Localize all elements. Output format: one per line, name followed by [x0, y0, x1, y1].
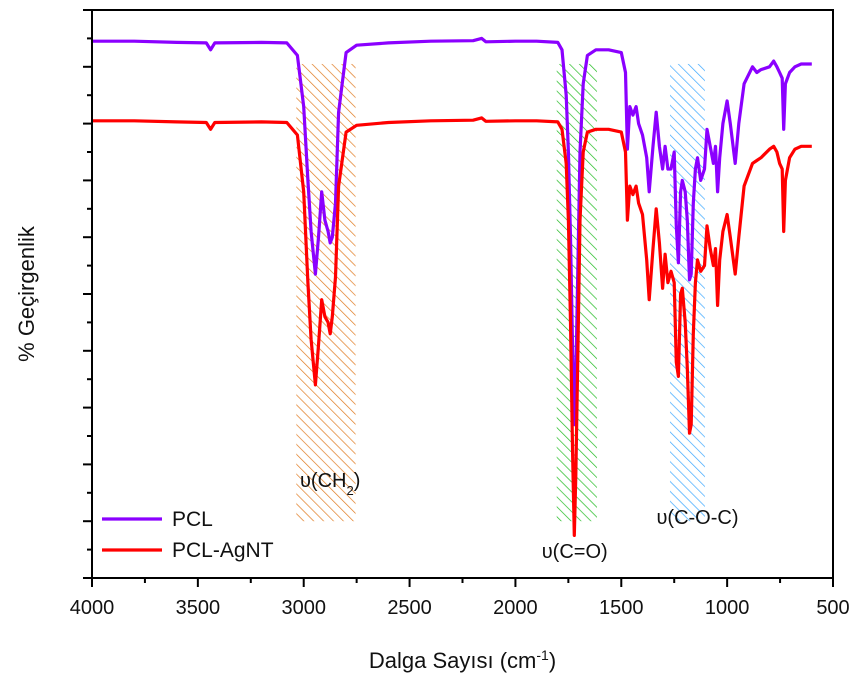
- band-labels: υ(CH2) υ(C=O) υ(C-O-C): [300, 470, 739, 563]
- y-axis-label: % Geçirgenlik: [14, 225, 39, 362]
- legend-label: PCL: [172, 508, 213, 531]
- legend: PCL PCL-AgNT: [102, 508, 274, 562]
- band-label-text: υ(C=O): [542, 541, 608, 563]
- band-label-text: υ(CH: [300, 470, 346, 492]
- band-label-subscript: 2: [346, 483, 353, 498]
- band-label: υ(C-O-C): [656, 507, 738, 529]
- axis-ticks: [83, 9, 834, 587]
- band-label: υ(C=O): [542, 541, 608, 563]
- axis-tick-labels: 4000 3500 3000 2500 2000 1500 1000 500: [70, 597, 850, 619]
- band-label-text: υ(C-O-C): [656, 507, 738, 529]
- series-line-pcl: [92, 36, 812, 427]
- x-tick-label: 2500: [387, 597, 432, 619]
- x-tick-label: 4000: [70, 597, 115, 619]
- band-label-text-end: ): [354, 470, 361, 492]
- x-tick-label: 500: [816, 597, 849, 619]
- series-lines: [92, 36, 812, 537]
- plot-frame: [91, 9, 834, 579]
- x-tick-label: 3500: [176, 597, 221, 619]
- x-tick-label: 1000: [705, 597, 750, 619]
- highlight-bands: [296, 63, 705, 522]
- legend-label: PCL-AgNT: [172, 539, 274, 562]
- series-line-pcl-agnt: [92, 116, 812, 537]
- band-label: υ(CH2): [300, 470, 360, 498]
- x-tick-label: 1500: [599, 597, 644, 619]
- x-axis-label-close: ): [549, 648, 556, 673]
- x-axis-label-sup: -1: [536, 647, 549, 663]
- x-axis-label: Dalga Sayısı (cm-1): [369, 647, 556, 673]
- x-axis-label-main: Dalga Sayısı (cm: [369, 648, 537, 673]
- x-tick-label: 3000: [281, 597, 326, 619]
- x-tick-label: 2000: [493, 597, 538, 619]
